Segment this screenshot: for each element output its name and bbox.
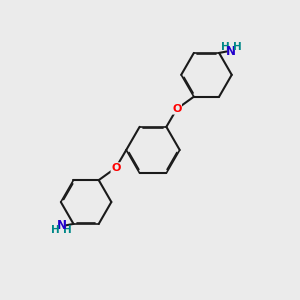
Text: H: H [232, 42, 241, 52]
Text: H: H [51, 225, 60, 235]
Text: N: N [57, 219, 67, 232]
Text: O: O [111, 163, 121, 173]
Text: H: H [221, 42, 230, 52]
Text: O: O [172, 104, 182, 114]
Text: H: H [63, 225, 72, 235]
Text: N: N [225, 45, 236, 58]
